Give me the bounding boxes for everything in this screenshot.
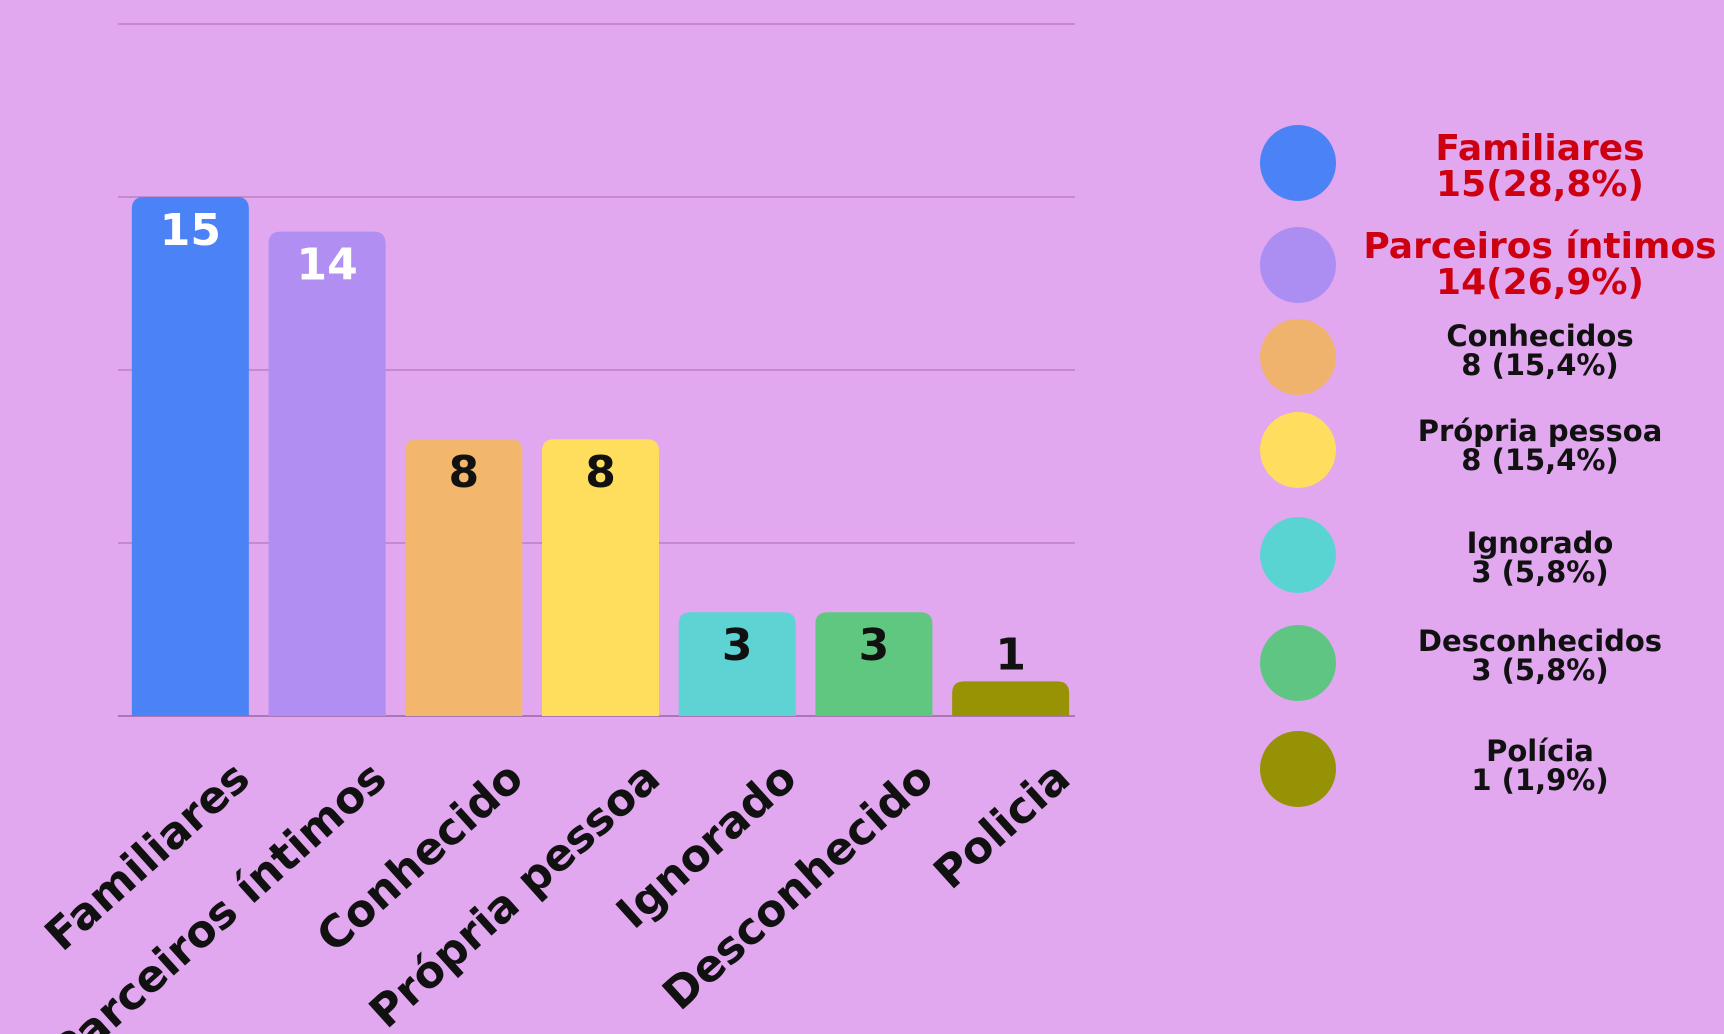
legend-label: Polícia 1 (1,9%): [1360, 737, 1720, 795]
legend-value: 1 (1,9%): [1471, 763, 1609, 797]
bar: [542, 439, 659, 716]
bar-value-label: 15: [160, 205, 221, 256]
legend-swatch: [1260, 319, 1336, 395]
bar-value-label: 14: [296, 240, 357, 291]
legend-label: Parceiros íntimos 14(26,9%): [1360, 229, 1720, 301]
legend: Familiares 15(28,8%) Parceiros íntimos 1…: [1250, 0, 1724, 1034]
legend-label: Ignorado 3 (5,8%): [1360, 529, 1720, 587]
bar-value-label: 3: [859, 620, 890, 671]
legend-name: Desconhecidos: [1417, 624, 1663, 658]
data-labels: 15 14 8 8 3 3 1: [160, 205, 1026, 680]
legend-name: Própria pessoa: [1417, 414, 1663, 448]
legend-name: Parceiros íntimos: [1363, 226, 1717, 267]
legend-value: 14(26,9%): [1436, 262, 1644, 303]
legend-item-parceiros-intimos: Parceiros íntimos 14(26,9%): [1250, 227, 1724, 317]
legend-swatch: [1260, 227, 1336, 303]
legend-item-propria-pessoa: Própria pessoa 8 (15,4%): [1250, 412, 1724, 502]
bar: [952, 681, 1070, 716]
legend-value: 3 (5,8%): [1471, 555, 1609, 589]
legend-label: Familiares 15(28,8%): [1360, 131, 1720, 203]
bar-value-label: 8: [448, 447, 479, 498]
legend-name: Conhecidos: [1446, 319, 1634, 353]
bars: [131, 197, 1070, 716]
bar-value-label: 8: [585, 447, 616, 498]
bar-value-label: 3: [722, 620, 753, 671]
legend-item-policia: Polícia 1 (1,9%): [1250, 731, 1724, 821]
legend-swatch: [1260, 625, 1336, 701]
legend-swatch: [1260, 517, 1336, 593]
legend-value: 8 (15,4%): [1461, 443, 1619, 477]
legend-item-familiares: Familiares 15(28,8%): [1250, 125, 1724, 215]
bar: [268, 231, 386, 716]
bar-value-label: 1: [995, 629, 1026, 680]
bar: [405, 439, 523, 716]
bar: [678, 612, 796, 716]
legend-label: Própria pessoa 8 (15,4%): [1360, 417, 1720, 475]
legend-swatch: [1260, 412, 1336, 488]
legend-label: Conhecidos 8 (15,4%): [1360, 322, 1720, 380]
bar: [131, 197, 249, 716]
legend-name: Polícia: [1486, 734, 1594, 768]
legend-value: 8 (15,4%): [1461, 348, 1619, 382]
legend-value: 3 (5,8%): [1471, 653, 1609, 687]
legend-item-desconhecidos: Desconhecidos 3 (5,8%): [1250, 625, 1724, 715]
legend-value: 15(28,8%): [1436, 164, 1644, 205]
legend-name: Ignorado: [1466, 526, 1614, 560]
legend-item-ignorado: Ignorado 3 (5,8%): [1250, 517, 1724, 607]
legend-label: Desconhecidos 3 (5,8%): [1360, 627, 1720, 685]
legend-name: Familiares: [1435, 128, 1645, 169]
legend-item-conhecidos: Conhecidos 8 (15,4%): [1250, 319, 1724, 409]
bar: [815, 612, 933, 716]
legend-swatch: [1260, 125, 1336, 201]
legend-swatch: [1260, 731, 1336, 807]
x-tick-label: Policia: [924, 752, 1080, 899]
